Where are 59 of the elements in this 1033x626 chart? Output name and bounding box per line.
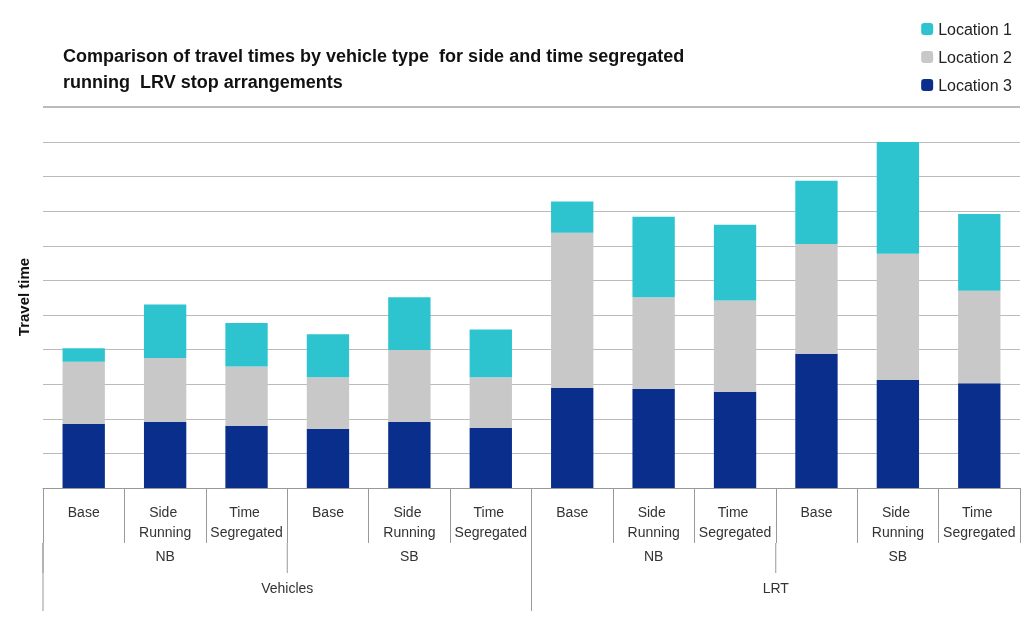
x-tick-label: Base xyxy=(556,504,589,520)
bar xyxy=(143,421,187,488)
x-tick-label: Side Running xyxy=(383,504,436,540)
text: SB xyxy=(400,548,419,564)
text: NB xyxy=(643,548,664,564)
bar xyxy=(143,357,187,422)
legend-label: Location 2 xyxy=(938,48,1013,66)
bar xyxy=(632,388,675,488)
bar xyxy=(469,377,512,428)
bar xyxy=(306,334,350,378)
bar xyxy=(876,141,920,254)
bar xyxy=(958,213,1001,291)
x-tick-label: Base xyxy=(312,504,345,520)
x-tick-label: Side Running xyxy=(627,504,680,540)
bar xyxy=(713,391,757,488)
bar xyxy=(62,423,105,488)
bar xyxy=(876,380,920,488)
bar xyxy=(143,304,187,358)
bar xyxy=(388,297,431,350)
x-tick-label: Time Segregated xyxy=(943,504,1016,540)
bar xyxy=(388,421,431,488)
bar xyxy=(306,377,350,429)
bar xyxy=(713,300,757,392)
bar xyxy=(62,348,105,362)
bar xyxy=(62,361,105,424)
y-axis-title: Travel time xyxy=(15,257,32,337)
x-tick-label: Base xyxy=(800,504,833,520)
bar xyxy=(551,388,594,488)
bar xyxy=(632,216,675,298)
x-tick-label: Time Segregated xyxy=(454,504,527,540)
x-tick-label: Time Segregated xyxy=(210,504,283,540)
chart-title: Comparison of travel times by vehicle type for side and time segregated running LRV stop arrangements xyxy=(63,46,685,92)
bar xyxy=(958,383,1001,488)
text: SB xyxy=(888,548,908,564)
x-tick-label: Side Running xyxy=(139,504,192,540)
x-tick-label: Base xyxy=(67,504,100,520)
bar xyxy=(551,232,594,388)
text: LRT xyxy=(762,580,790,596)
bar xyxy=(876,253,920,381)
bar xyxy=(388,349,431,422)
bar xyxy=(713,224,757,301)
x-tick-label: Side Running xyxy=(871,504,924,540)
bar xyxy=(225,366,268,426)
bar xyxy=(795,353,838,488)
bar xyxy=(225,425,268,488)
bar xyxy=(469,427,512,488)
legend-label: Location 3 xyxy=(938,76,1013,94)
bar xyxy=(551,201,594,233)
bar xyxy=(795,244,838,354)
text: NB xyxy=(155,548,175,564)
x-tick-label: Time Segregated xyxy=(698,504,772,540)
bar xyxy=(225,322,268,367)
bar xyxy=(469,329,512,378)
bar xyxy=(632,297,675,389)
legend-label: Location 1 xyxy=(938,20,1013,38)
bar xyxy=(306,428,350,488)
bar xyxy=(795,180,838,245)
text: Vehicles xyxy=(261,580,314,596)
bar xyxy=(958,290,1001,384)
